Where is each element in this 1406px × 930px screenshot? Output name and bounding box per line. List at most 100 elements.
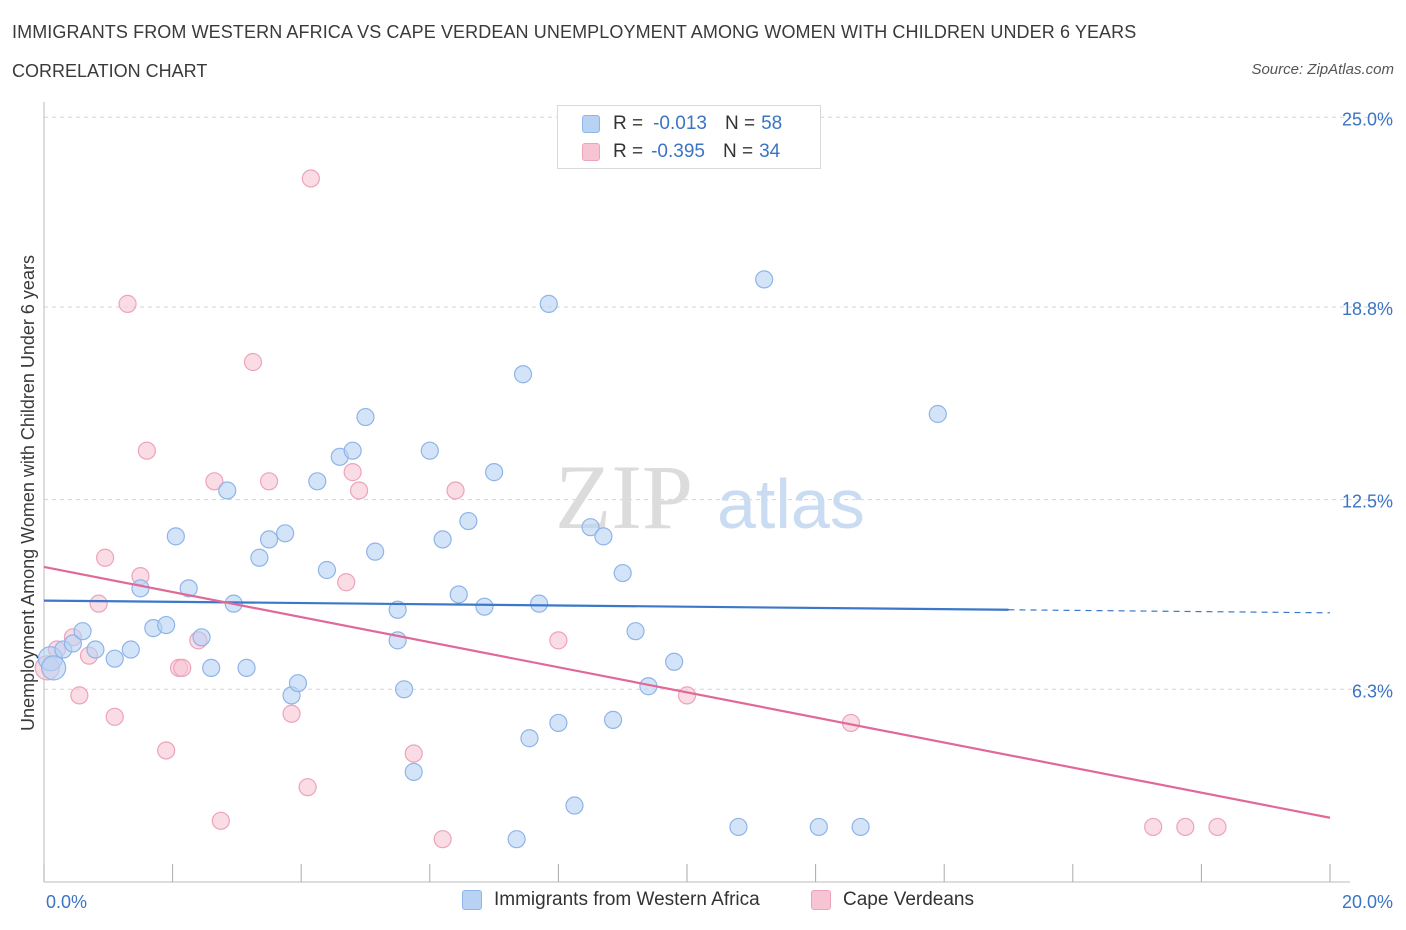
data-point [549,631,568,650]
data-point [298,778,317,797]
data-point [356,407,375,427]
data-point [259,472,279,491]
legend-label: Immigrants from Western Africa [494,889,760,910]
data-point [433,530,452,549]
data-point [259,530,279,549]
data-point [539,294,558,313]
data-point [70,686,89,705]
series-western-africa [37,270,947,849]
trend-lines [43,565,1331,819]
data-point [928,404,947,424]
legend-item-western-africa: Immigrants from Western Africa [462,889,760,911]
data-point [288,674,308,693]
chart-subtitle: CORRELATION CHART [12,61,208,81]
data-point [301,169,320,188]
data-point [665,652,684,671]
legend-r-label: R = [613,141,644,162]
data-point [105,649,124,668]
data-point [89,594,108,613]
data-point [485,463,504,482]
y-tick-label: 12.5% [1342,492,1393,512]
trend-line [43,565,1331,819]
data-point [73,622,92,641]
data-point [41,655,67,681]
source-credit: Source: ZipAtlas.com [1251,61,1394,78]
data-point [157,615,176,635]
legend-item-cape-verdeans: Cape Verdeans [811,889,974,911]
data-point [343,463,362,482]
data-point [192,628,211,647]
data-point [366,542,385,561]
legend-r-value: -0.013 [653,113,707,134]
data-point [1144,817,1163,837]
data-point [1176,817,1195,837]
data-point [131,579,150,598]
data-point [202,658,221,677]
x-tick-label: 0.0% [46,892,87,912]
watermark-atlas: atlas [717,465,865,543]
legend-n-value: 34 [759,141,781,162]
legend-row-pink: R = -0.395 N = 34 [582,140,780,164]
data-point [237,658,256,677]
data-point [173,658,192,677]
data-point [250,548,269,567]
data-point [459,511,478,531]
legend-r-label: R = [613,113,644,134]
legend-swatch-blue [582,115,600,133]
data-point [276,524,295,543]
watermark-zip: ZIP [555,446,693,548]
data-point [594,527,613,546]
data-point [677,686,697,705]
trend-line [43,599,1009,611]
data-point [343,441,362,460]
data-point [404,762,423,781]
data-point [475,597,494,616]
data-point [549,713,568,733]
data-point [137,441,156,460]
data-point [603,710,623,729]
data-point [118,294,137,313]
legend-swatch-blue [462,890,482,910]
y-tick-label: 6.3% [1352,681,1393,701]
data-point [337,573,356,592]
data-point [613,563,632,583]
legend-label: Cape Verdeans [843,889,974,910]
data-point [851,817,870,837]
data-point [282,704,301,723]
data-point [420,441,439,460]
legend-n-value: 58 [761,113,783,134]
data-point [388,600,407,619]
data-point [317,560,337,580]
trend-line-extension [1008,609,1331,614]
legend-row-blue: R = -0.013 N = 58 [582,112,782,136]
data-point [166,527,185,546]
data-point [809,817,828,837]
data-point [755,270,774,289]
legend-n-label: N = [724,113,756,134]
legend-n-label: N = [722,141,754,162]
series-legend: Immigrants from Western Africa Cape Verd… [0,889,1406,915]
y-tick-label: 18.8% [1342,299,1393,319]
data-point [218,481,237,500]
data-point [308,472,327,491]
data-point [433,830,452,849]
data-point [394,680,414,699]
data-point [95,548,115,567]
data-point [63,634,83,653]
data-point [507,830,526,849]
data-point [449,585,468,604]
correlation-legend: R = -0.013 N = 58 R = -0.395 N = 34 [557,105,821,169]
data-point [121,640,140,659]
data-point [565,796,584,815]
data-point [520,729,539,748]
data-point [626,622,645,641]
data-point [729,817,748,837]
data-point [1208,817,1227,837]
legend-swatch-pink [582,143,600,161]
x-tick-label: 20.0% [1342,892,1393,912]
data-point [86,640,105,659]
data-point [157,741,176,760]
y-tick-label: 25.0% [1342,109,1393,129]
tick-labels: 6.3% 12.5% 18.8% 25.0% 0.0% 20.0% [46,109,1393,912]
